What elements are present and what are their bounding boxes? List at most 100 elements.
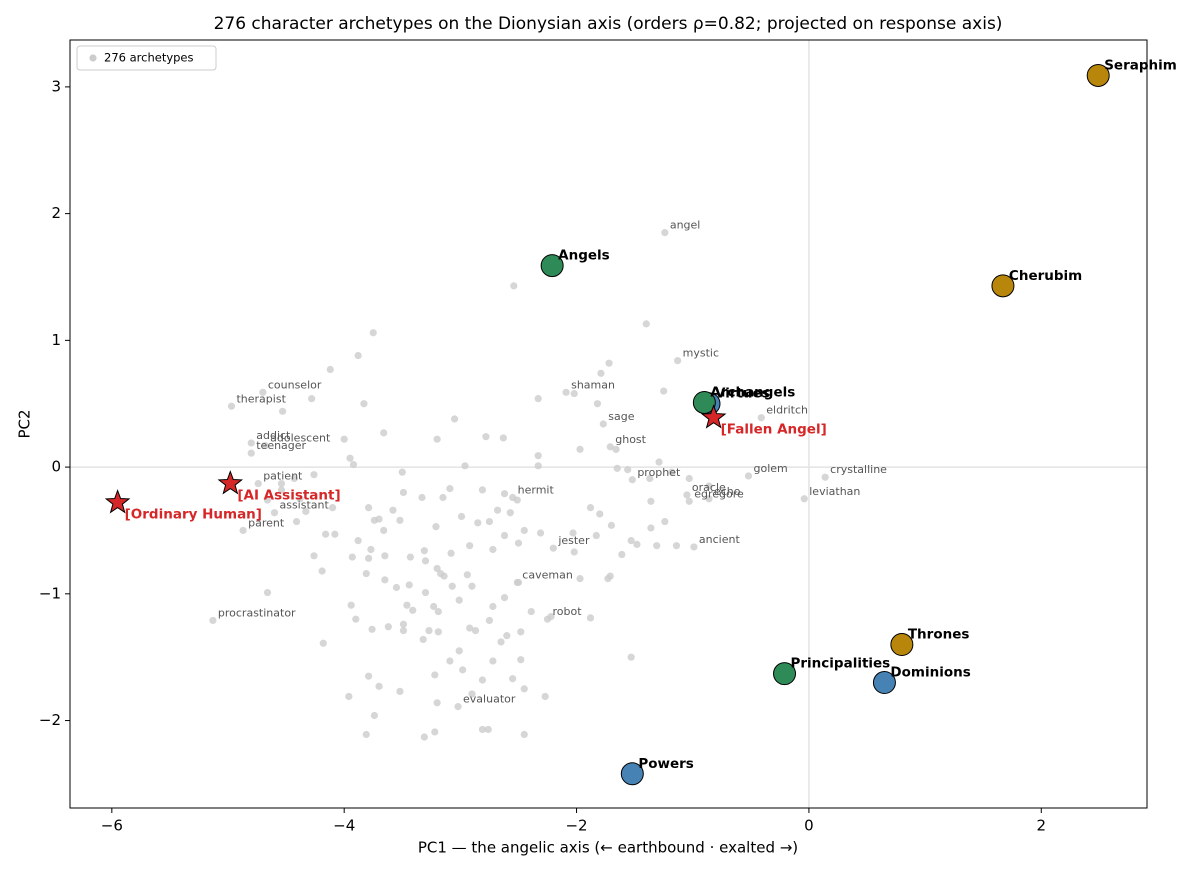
archetype-point (450, 415, 459, 423)
archetype-point (597, 369, 605, 377)
archetype-point (247, 439, 255, 447)
archetype-point (468, 582, 476, 590)
archetype-point (576, 575, 584, 583)
archetype-label: shaman (571, 378, 615, 391)
archetype-point (247, 449, 255, 457)
reference-label: [AI Assistant] (237, 488, 340, 504)
choir-label: Archangels (710, 384, 795, 400)
archetype-label: counselor (268, 378, 322, 391)
archetype-point (396, 687, 404, 696)
archetype-point (384, 623, 392, 631)
archetype-point (405, 581, 413, 589)
x-tick-label: 0 (804, 817, 814, 835)
archetype-point (432, 523, 440, 531)
archetype-point (485, 616, 494, 625)
archetype-point (570, 548, 578, 556)
archetype-point (660, 387, 668, 395)
archetype-point (596, 510, 604, 518)
legend-label: 276 archetypes (104, 51, 194, 65)
archetype-label: golem (753, 462, 787, 475)
archetype-point (364, 672, 373, 680)
y-tick-label: 2 (51, 204, 61, 222)
archetype-point (628, 476, 636, 484)
plot-area: angel mystic shaman sage ghost eldritch golem c… (70, 40, 1177, 808)
archetype-point (541, 692, 549, 701)
archetype-point (396, 516, 404, 524)
archetype-point (527, 607, 535, 616)
archetype-point (399, 626, 408, 635)
archetype-label: hermit (518, 484, 555, 497)
reference-label: [Ordinary Human] (125, 507, 262, 523)
choir-point (872, 671, 896, 695)
archetype-point (319, 639, 327, 647)
archetype-point (672, 542, 681, 550)
archetype-point (520, 685, 528, 693)
x-tick-label: −2 (565, 817, 587, 835)
archetype-point (328, 504, 337, 512)
archetype-label: procrastinator (218, 606, 296, 619)
archetype-point (506, 509, 514, 517)
archetype-label: eldritch (766, 404, 808, 417)
archetype-point (562, 388, 570, 396)
archetype-point (434, 607, 442, 616)
archetype-point (370, 711, 378, 720)
archetype-label: prophet (637, 466, 681, 479)
archetype-point (576, 445, 584, 453)
archetype-point (500, 594, 509, 602)
choir-label: Virtues (715, 386, 770, 402)
archetype-point (263, 496, 272, 504)
archetype-point (800, 495, 808, 503)
archetype-point (367, 545, 375, 554)
choir-point (991, 274, 1015, 298)
archetype-point (633, 540, 641, 548)
archetype-point (430, 602, 438, 611)
choir-label: Angels (558, 248, 610, 264)
archetype-point (418, 493, 426, 502)
archetype-point (277, 479, 286, 488)
x-tick-label: −4 (333, 817, 355, 835)
archetype-point (514, 539, 523, 547)
archetype-point (380, 526, 388, 535)
archetype-point (381, 576, 389, 584)
choir-point (773, 662, 797, 686)
archetype-point (434, 628, 442, 636)
archetype-point (398, 468, 406, 476)
archetype-point (277, 486, 286, 494)
archetype-point (520, 730, 528, 739)
archetype-point (489, 657, 497, 665)
choir-label: Cherubim (1009, 268, 1082, 284)
archetype-label: angel (670, 219, 701, 232)
archetype-label: adolescent (270, 432, 331, 445)
choir-label: Seraphim (1104, 57, 1177, 73)
archetype-label: mystic (683, 347, 719, 360)
archetype-label: addict (256, 429, 291, 442)
archetype-point (484, 725, 492, 734)
archetype-point (457, 512, 466, 521)
archetype-point (471, 626, 480, 635)
archetype-label: oracle (692, 481, 726, 494)
y-tick-label: −2 (39, 711, 61, 729)
archetype-label: caveman (522, 568, 573, 581)
archetype-label: parent (248, 516, 285, 529)
archetype-point (607, 521, 616, 529)
archetype-point (605, 359, 613, 367)
archetype-point (425, 626, 433, 635)
archetype-point (302, 507, 310, 516)
archetype-point (209, 616, 217, 625)
y-tick-label: 0 (51, 458, 61, 476)
archetype-point (352, 615, 360, 623)
archetype-point (409, 606, 417, 614)
archetype-point (375, 682, 383, 690)
archetype-point (296, 495, 304, 503)
archetype-point (362, 569, 370, 578)
archetype-point (612, 445, 620, 453)
archetype-point (517, 628, 525, 636)
archetype-point (368, 625, 376, 633)
archetype-label: teenager (256, 439, 306, 452)
archetype-point (421, 557, 430, 565)
archetype-label: therapist (236, 392, 286, 405)
archetype-point (478, 725, 487, 734)
archetype-point (448, 582, 456, 590)
archetype-point (534, 462, 542, 470)
archetype-point (655, 458, 663, 466)
